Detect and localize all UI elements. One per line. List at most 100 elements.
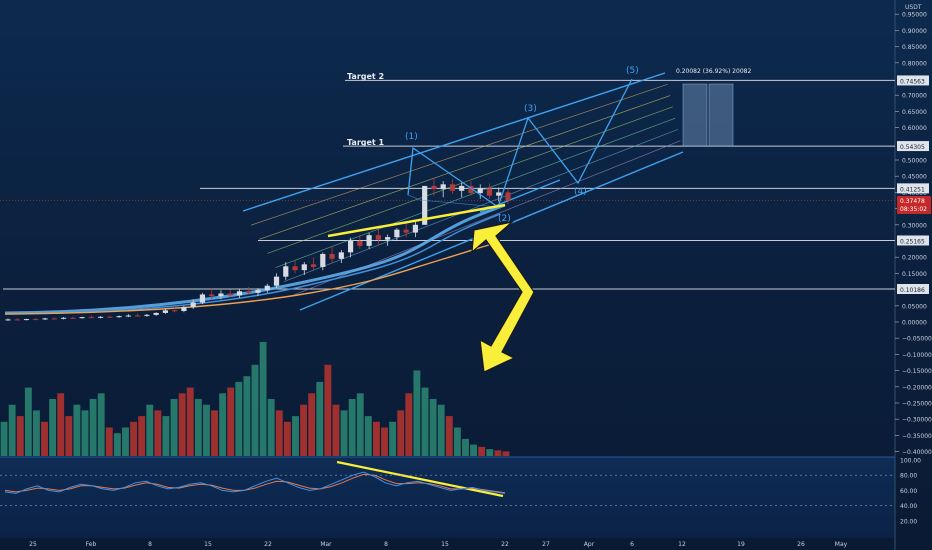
candle-body[interactable] <box>412 224 419 233</box>
wave-label-2: (2) <box>498 214 511 224</box>
candle-body[interactable] <box>135 315 141 317</box>
candle-body[interactable] <box>320 253 326 267</box>
candle-body[interactable] <box>366 235 372 246</box>
candle-body[interactable] <box>209 294 215 297</box>
price-tick-label: −0.20000 <box>902 384 932 391</box>
level-tag <box>897 235 929 246</box>
volume-bar <box>348 399 356 456</box>
candle-body[interactable] <box>153 312 159 315</box>
volume-bar <box>267 399 275 456</box>
candle-body[interactable] <box>255 290 261 293</box>
candle-body[interactable] <box>162 310 169 313</box>
price-tick-label: −0.15000 <box>902 368 932 375</box>
candle-body[interactable] <box>292 266 298 271</box>
time-label: 8 <box>384 541 388 548</box>
yellow-double-arrow[interactable] <box>471 220 535 373</box>
candle-body[interactable] <box>190 302 196 308</box>
candle-body[interactable] <box>338 252 344 259</box>
volume-bar <box>81 410 89 456</box>
candle-body[interactable] <box>431 185 437 190</box>
candle-body[interactable] <box>60 317 67 319</box>
candle-body[interactable] <box>422 185 428 225</box>
candle-body[interactable] <box>310 264 317 267</box>
candle-body[interactable] <box>301 264 307 271</box>
volume-bar <box>316 381 324 456</box>
candle-body[interactable] <box>273 276 280 286</box>
candle-body[interactable] <box>375 235 381 240</box>
candle-body[interactable] <box>227 293 233 296</box>
volume-bar <box>356 393 364 456</box>
candle-body[interactable] <box>107 316 113 318</box>
channel-line[interactable] <box>242 72 666 212</box>
level-tag <box>897 183 929 194</box>
yellow-divergence-line[interactable] <box>336 460 504 498</box>
volume-bar <box>437 404 445 456</box>
volume-bar <box>32 410 40 456</box>
candle-body[interactable] <box>51 318 57 320</box>
candle-body[interactable] <box>347 241 354 253</box>
volume-bar <box>397 410 405 456</box>
candle-body[interactable] <box>5 319 11 321</box>
currency-label: USDT <box>905 4 922 11</box>
volume-bar <box>73 404 81 456</box>
volume-bar <box>105 427 113 456</box>
time-label: 15 <box>204 541 212 548</box>
candle-body[interactable] <box>385 237 391 240</box>
candle-body[interactable] <box>486 188 493 196</box>
candle-body[interactable] <box>116 316 122 318</box>
candle-body[interactable] <box>79 317 85 319</box>
candle-body[interactable] <box>144 314 150 316</box>
wave-path[interactable] <box>407 78 633 209</box>
candle-body[interactable] <box>394 229 400 238</box>
candle-body[interactable] <box>88 317 94 319</box>
candle-body[interactable] <box>33 319 39 321</box>
candle-body[interactable] <box>283 266 289 277</box>
candle-body[interactable] <box>199 294 206 303</box>
candle-body[interactable] <box>70 317 76 319</box>
candle-body[interactable] <box>246 291 252 293</box>
candle-body[interactable] <box>97 316 104 318</box>
candle-body[interactable] <box>440 184 446 190</box>
volume-bar <box>227 387 235 456</box>
candle-body[interactable] <box>357 241 363 246</box>
candle-body[interactable] <box>181 307 187 311</box>
candle-body[interactable] <box>23 319 30 321</box>
target-box-2 <box>708 83 734 147</box>
volume-bar <box>24 387 32 456</box>
wave-label-5: (5) <box>626 66 639 76</box>
volume-bar <box>300 404 308 456</box>
candle-body[interactable] <box>468 185 474 194</box>
candle-body[interactable] <box>477 188 483 194</box>
current-price-tag: 0.37478 08:35:02 <box>897 196 931 214</box>
candle-body[interactable] <box>172 310 178 312</box>
price-tick-label: 0.05000 <box>902 303 927 310</box>
yellow-trend-line[interactable] <box>327 203 506 238</box>
volume-bar <box>146 404 154 456</box>
osc-tick-label: 60.00 <box>900 488 917 495</box>
candle-body[interactable] <box>218 293 224 297</box>
candle-body[interactable] <box>496 192 502 196</box>
candle-body[interactable] <box>125 315 131 317</box>
price-tick-label: 0.70000 <box>902 93 927 100</box>
volume-bar <box>235 381 243 456</box>
volume-bar <box>178 393 186 456</box>
candle-body[interactable] <box>42 318 48 320</box>
candle-body[interactable] <box>403 229 409 233</box>
candle-body[interactable] <box>236 291 243 296</box>
time-label: 6 <box>630 541 634 548</box>
candle-body[interactable] <box>329 253 335 259</box>
target-box-1 <box>682 83 708 147</box>
candle-body[interactable] <box>505 192 511 201</box>
price-tick-label: 0.80000 <box>902 60 927 67</box>
time-label: 8 <box>148 541 152 548</box>
candle-body[interactable] <box>449 184 456 191</box>
price-tick-label: 0.30000 <box>902 222 927 229</box>
time-axis[interactable]: 25 Feb 8 15 22 Mar 8 15 22 27 Apr 6 12 19 26 May <box>29 541 847 548</box>
candle-body[interactable] <box>14 319 20 321</box>
candle-body[interactable] <box>264 285 270 291</box>
candle-body[interactable] <box>459 185 465 191</box>
volume-bar <box>202 404 210 456</box>
price-tick-label: −0.40000 <box>902 449 932 456</box>
